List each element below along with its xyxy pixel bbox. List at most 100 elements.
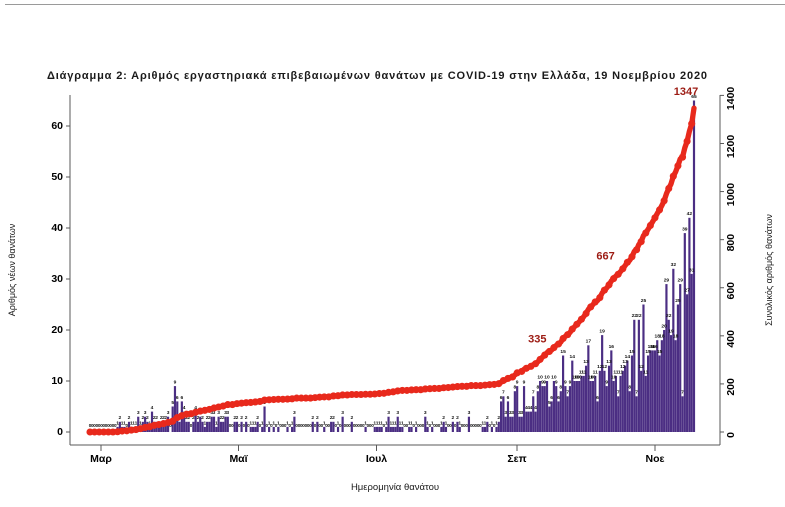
svg-text:0: 0 <box>190 423 193 428</box>
svg-text:3: 3 <box>217 410 220 416</box>
svg-text:6: 6 <box>176 395 179 401</box>
svg-text:Μαρ: Μαρ <box>90 453 112 465</box>
svg-text:20: 20 <box>661 323 667 329</box>
svg-text:2: 2 <box>240 415 243 421</box>
svg-text:0: 0 <box>328 423 331 428</box>
svg-text:10: 10 <box>551 374 557 380</box>
svg-text:11: 11 <box>581 369 586 375</box>
svg-text:22: 22 <box>666 313 672 319</box>
svg-text:2: 2 <box>456 415 459 421</box>
svg-text:6: 6 <box>596 395 599 401</box>
svg-text:4: 4 <box>151 405 154 411</box>
svg-text:6: 6 <box>180 395 183 401</box>
svg-text:1: 1 <box>291 420 294 426</box>
svg-text:3: 3 <box>387 410 390 416</box>
svg-text:Σεπ: Σεπ <box>507 453 526 465</box>
svg-text:4: 4 <box>183 405 186 411</box>
svg-text:2: 2 <box>497 415 500 421</box>
svg-text:15: 15 <box>629 349 635 355</box>
svg-text:3: 3 <box>424 410 427 416</box>
svg-text:3: 3 <box>504 410 507 416</box>
svg-text:1200: 1200 <box>725 135 737 159</box>
svg-text:1: 1 <box>261 420 264 426</box>
svg-text:3: 3 <box>520 410 523 416</box>
svg-text:1: 1 <box>394 420 397 426</box>
svg-text:15: 15 <box>560 349 566 355</box>
svg-text:6: 6 <box>507 395 510 401</box>
svg-text:667: 667 <box>596 251 614 263</box>
svg-text:Μαϊ: Μαϊ <box>229 453 248 465</box>
svg-text:Ιουλ: Ιουλ <box>366 453 387 465</box>
svg-text:2: 2 <box>316 415 319 421</box>
svg-text:10: 10 <box>544 374 550 380</box>
svg-text:29: 29 <box>677 278 683 284</box>
svg-text:7: 7 <box>617 390 620 396</box>
svg-text:2: 2 <box>201 415 204 421</box>
svg-text:20: 20 <box>51 324 63 336</box>
svg-text:7: 7 <box>635 390 638 396</box>
svg-text:50: 50 <box>51 171 63 183</box>
svg-text:2: 2 <box>486 415 489 421</box>
svg-text:9: 9 <box>516 380 519 386</box>
svg-text:2: 2 <box>442 415 445 421</box>
svg-text:11: 11 <box>643 369 648 375</box>
svg-text:60: 60 <box>51 120 63 132</box>
svg-text:0: 0 <box>231 423 234 428</box>
svg-text:18: 18 <box>659 334 665 340</box>
svg-text:200: 200 <box>725 378 737 396</box>
svg-text:42: 42 <box>687 211 693 217</box>
svg-text:600: 600 <box>725 282 737 300</box>
svg-text:7: 7 <box>502 390 505 396</box>
svg-text:3: 3 <box>144 410 147 416</box>
svg-text:2: 2 <box>256 415 259 421</box>
svg-text:9: 9 <box>523 380 526 386</box>
svg-text:3: 3 <box>226 410 229 416</box>
svg-text:0: 0 <box>465 423 468 428</box>
svg-text:40: 40 <box>51 222 63 234</box>
svg-text:16: 16 <box>609 344 615 350</box>
svg-text:0: 0 <box>314 423 317 428</box>
svg-text:8: 8 <box>536 385 539 391</box>
svg-text:15: 15 <box>657 349 663 355</box>
svg-text:0: 0 <box>238 423 241 428</box>
svg-text:3: 3 <box>167 410 170 416</box>
svg-text:1000: 1000 <box>725 183 737 207</box>
svg-text:3: 3 <box>137 410 140 416</box>
svg-text:0: 0 <box>725 432 737 438</box>
svg-text:Ημερομηνία θανάτου: Ημερομηνία θανάτου <box>351 482 439 493</box>
svg-text:12: 12 <box>638 364 644 370</box>
svg-text:30: 30 <box>51 273 63 285</box>
svg-text:Νοε: Νοε <box>646 453 665 465</box>
svg-text:1: 1 <box>385 420 388 426</box>
svg-text:6: 6 <box>550 395 553 401</box>
svg-text:0: 0 <box>57 426 63 438</box>
svg-text:4: 4 <box>534 405 537 411</box>
svg-text:19: 19 <box>599 329 605 335</box>
svg-text:0: 0 <box>309 423 312 428</box>
svg-text:14: 14 <box>570 354 576 360</box>
svg-text:1: 1 <box>215 420 218 426</box>
svg-text:1347: 1347 <box>674 86 698 98</box>
svg-text:39: 39 <box>682 227 688 233</box>
svg-text:19: 19 <box>668 329 674 335</box>
svg-text:3: 3 <box>293 410 296 416</box>
svg-text:2: 2 <box>146 415 149 421</box>
svg-text:2: 2 <box>332 415 335 421</box>
svg-text:2: 2 <box>236 415 239 421</box>
svg-text:2: 2 <box>451 415 454 421</box>
svg-text:10: 10 <box>51 375 63 387</box>
svg-text:9: 9 <box>605 380 608 386</box>
svg-text:1400: 1400 <box>725 87 737 111</box>
svg-text:Συνολικός αριθμός θανάτων: Συνολικός αριθμός θανάτων <box>764 214 774 326</box>
svg-text:10: 10 <box>537 374 543 380</box>
svg-text:8: 8 <box>559 385 562 391</box>
svg-text:3: 3 <box>396 410 399 416</box>
svg-text:0: 0 <box>339 423 342 428</box>
svg-text:29: 29 <box>664 278 670 284</box>
svg-text:18: 18 <box>673 334 679 340</box>
svg-text:0: 0 <box>243 423 246 428</box>
svg-text:9: 9 <box>174 380 177 386</box>
svg-text:32: 32 <box>671 262 677 268</box>
svg-text:3: 3 <box>468 410 471 416</box>
svg-text:0: 0 <box>422 423 425 428</box>
